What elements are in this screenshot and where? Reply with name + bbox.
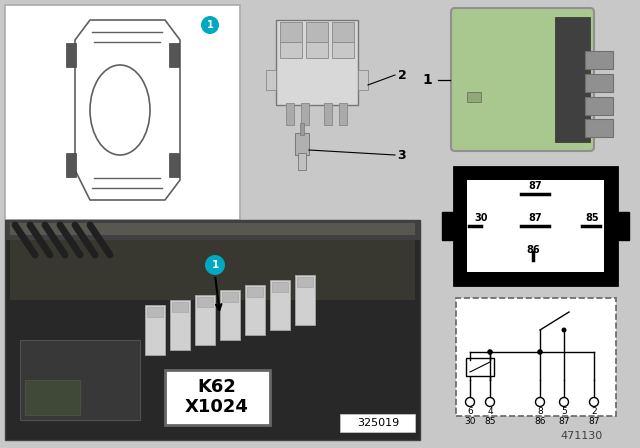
Circle shape [559,397,568,406]
Bar [66,43,76,67]
Bar [169,153,179,177]
Text: 86: 86 [526,245,540,255]
Bar [585,74,613,92]
Text: 8: 8 [537,408,543,417]
Bar [5,220,420,240]
Text: 85: 85 [585,213,599,223]
Text: 30: 30 [464,417,476,426]
Circle shape [487,349,493,355]
Bar [617,212,629,240]
Bar [324,103,332,125]
Text: 2: 2 [397,69,406,82]
Bar [165,370,270,425]
Text: 5: 5 [561,408,567,417]
Text: 87: 87 [558,417,570,426]
Bar [147,307,163,317]
Bar [280,42,302,58]
Bar [245,285,265,335]
Bar [467,92,481,102]
Text: 86: 86 [534,417,546,426]
Bar [5,5,240,220]
Circle shape [589,397,598,406]
Text: 1: 1 [422,73,432,87]
Bar [295,275,315,325]
Bar [266,70,276,90]
Bar [467,180,604,272]
Bar [10,230,415,300]
Text: 87: 87 [528,213,542,223]
Bar [340,414,415,432]
Bar [272,282,288,292]
Circle shape [536,397,545,406]
Text: X1024: X1024 [185,398,249,416]
Text: 1: 1 [211,260,219,270]
Circle shape [486,397,495,406]
Bar [222,292,238,302]
Text: 471130: 471130 [561,431,603,441]
Text: 87: 87 [528,181,542,191]
Bar [585,97,613,115]
Bar [306,42,328,58]
Bar [170,300,190,350]
Bar [145,305,165,355]
Text: 3: 3 [397,148,406,161]
Bar [454,167,617,285]
Text: 6: 6 [467,408,473,417]
Bar [172,302,188,312]
Bar [169,43,179,67]
Bar [585,119,613,137]
Bar [442,212,454,240]
Bar [66,153,76,177]
Bar [195,295,215,345]
Bar [5,220,420,440]
Bar [300,123,304,135]
Circle shape [205,255,225,275]
Circle shape [465,397,474,406]
Circle shape [537,349,543,355]
Text: 325019: 325019 [357,418,399,428]
Bar [25,380,80,415]
Bar [276,20,358,105]
Text: 1: 1 [207,20,213,30]
Bar [332,42,354,58]
Bar [286,103,294,125]
FancyBboxPatch shape [451,8,594,151]
Bar [280,22,302,42]
Text: 30: 30 [474,213,488,223]
Text: 87: 87 [588,417,600,426]
Bar [247,287,263,297]
Text: K62: K62 [198,378,236,396]
Circle shape [201,16,219,34]
Bar [585,51,613,69]
Bar [332,22,354,42]
Bar [466,358,494,376]
Bar [270,280,290,330]
Bar [358,70,368,90]
Bar [297,277,313,287]
Text: 2: 2 [591,408,597,417]
Bar [20,340,140,420]
Bar [295,133,309,155]
Text: 4: 4 [487,408,493,417]
Bar [301,103,309,125]
Bar [298,153,306,170]
Text: 85: 85 [484,417,496,426]
Bar [339,103,347,125]
Bar [555,17,590,142]
Circle shape [561,327,566,332]
Bar [220,290,240,340]
Bar [456,298,616,416]
Bar [10,223,415,235]
Bar [306,22,328,42]
Bar [197,297,213,307]
